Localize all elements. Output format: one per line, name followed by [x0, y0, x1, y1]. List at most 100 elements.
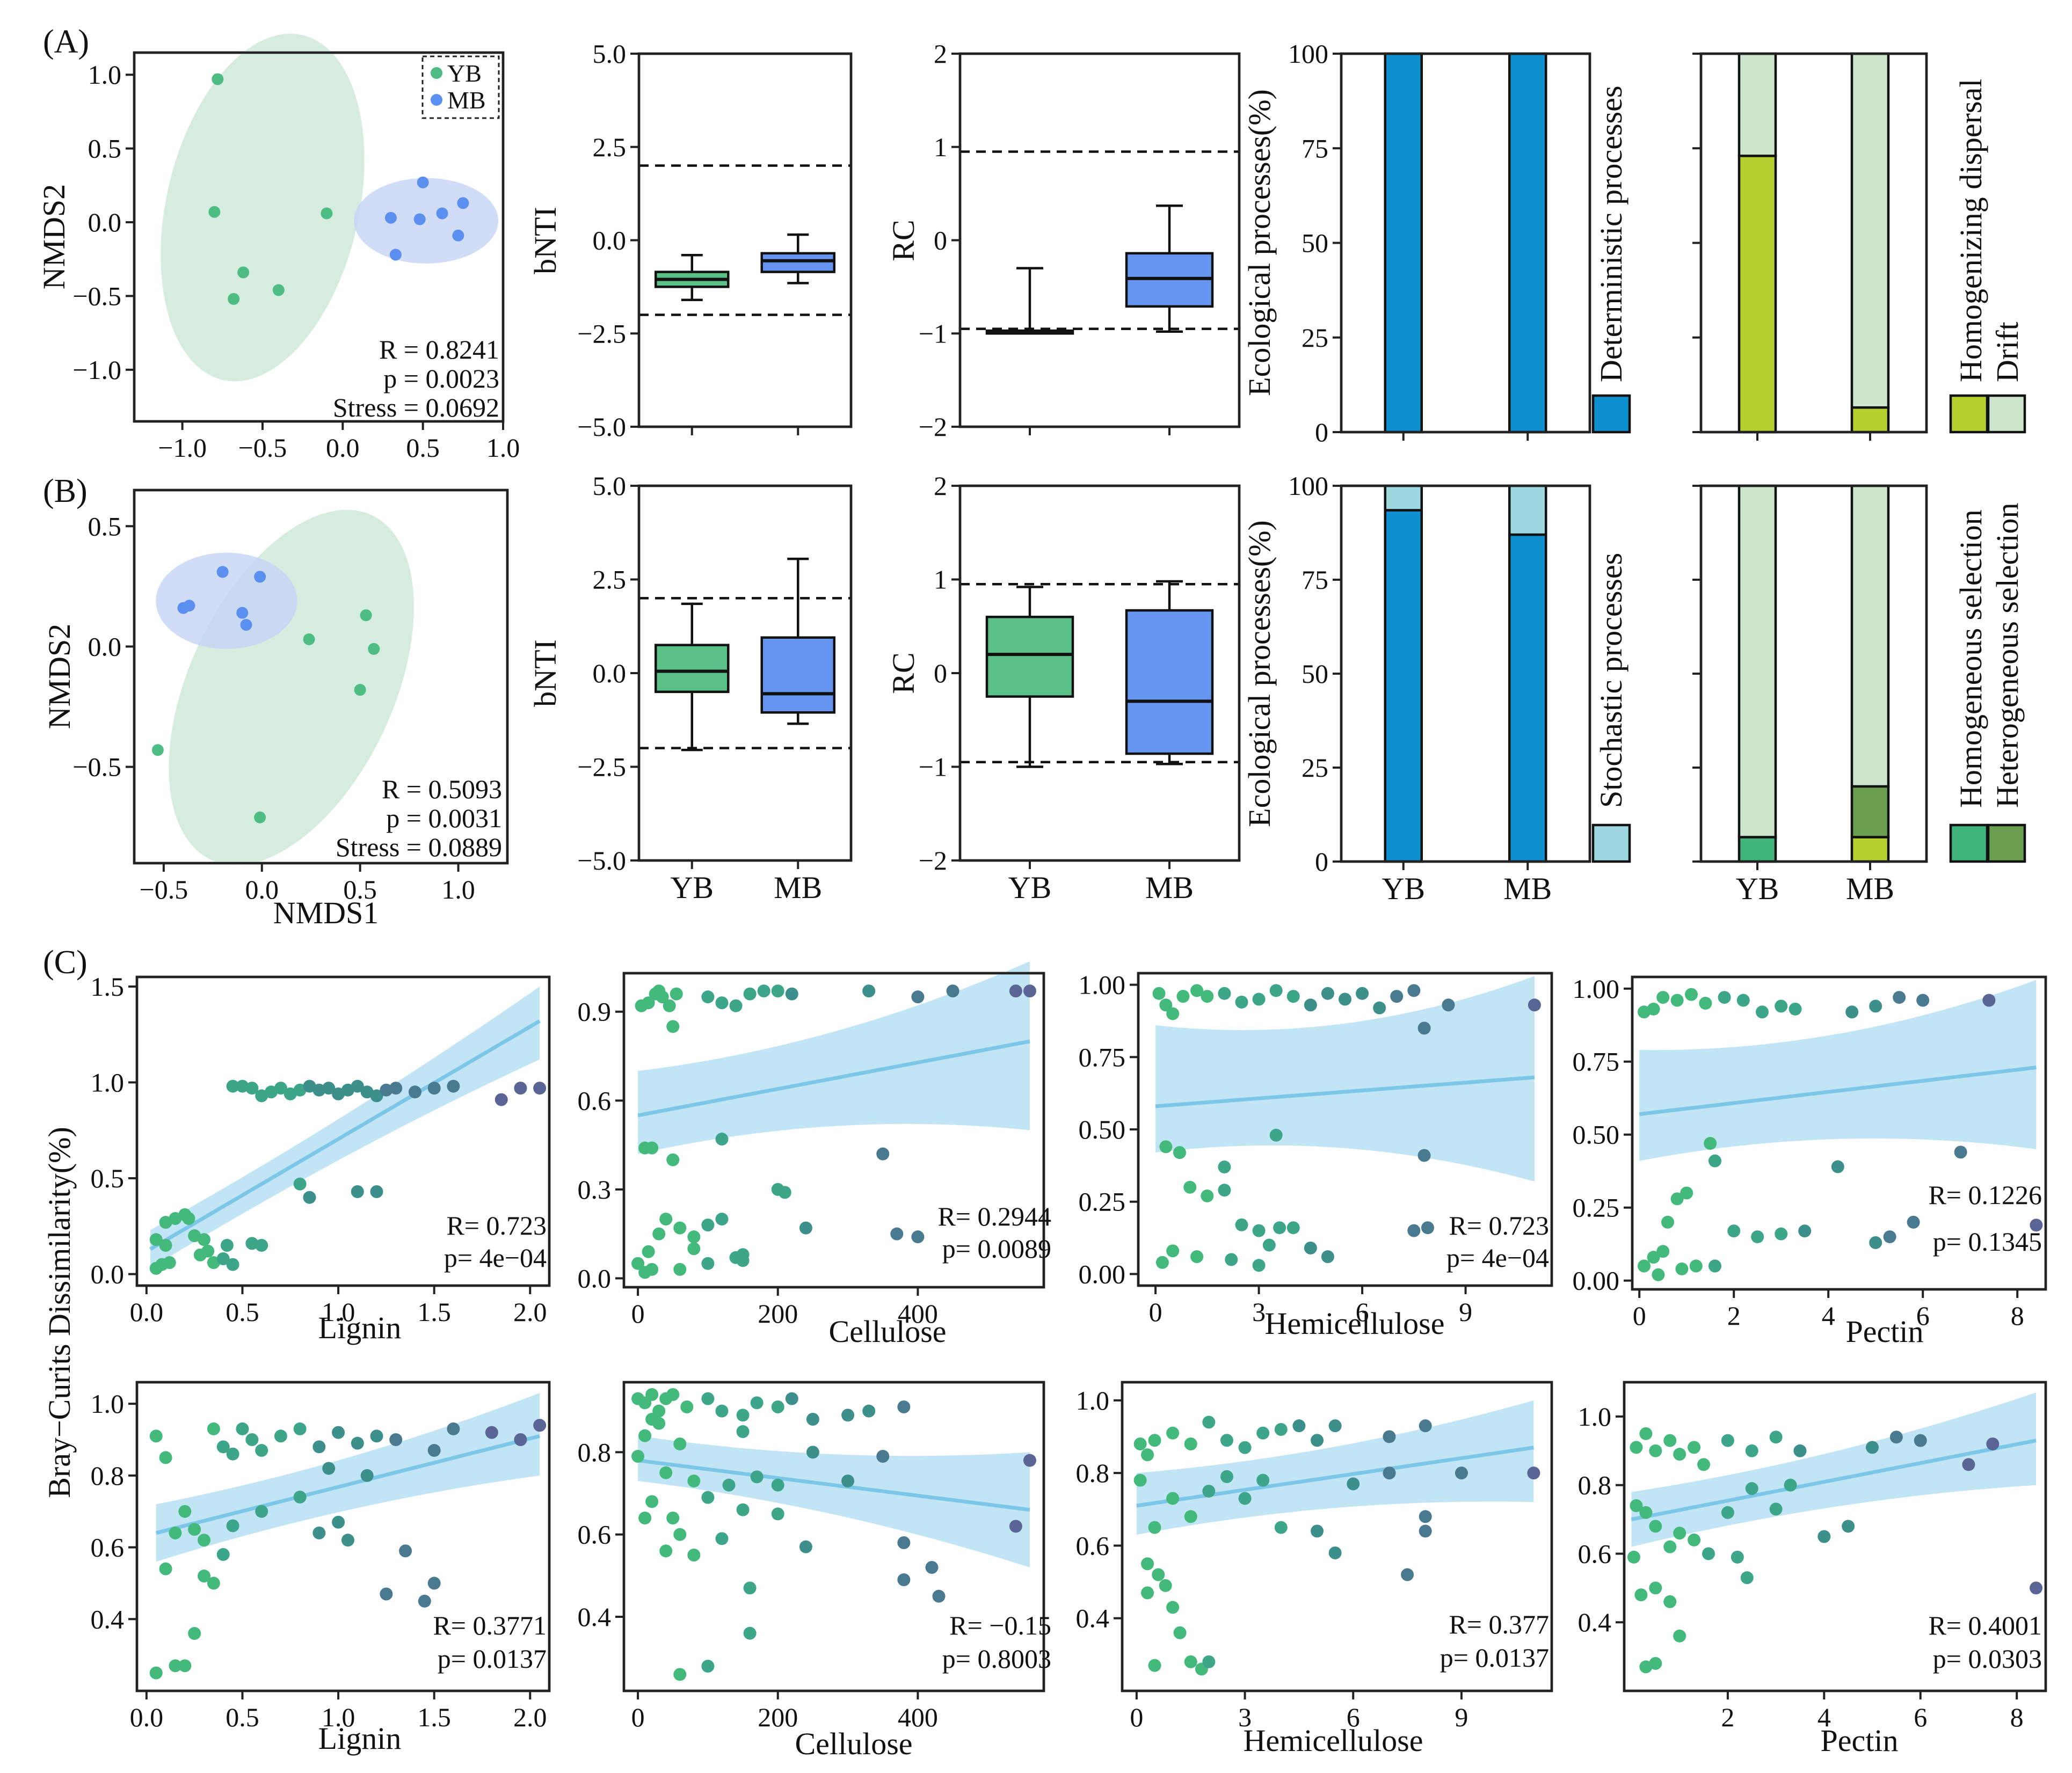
C-row1-cellulose-ytick-label: 0.6	[578, 1085, 612, 1115]
c1-pectin-p: p= 0.1345	[1933, 1227, 2042, 1257]
C-row1-hemicellulose-point	[1225, 1253, 1238, 1266]
C-row1-pectin-point	[1831, 1160, 1844, 1173]
B-proc1-bar-mb-deterministic-processes	[1508, 533, 1547, 863]
C-row2-cellulose-point	[897, 1400, 911, 1413]
C-row2-cellulose-point	[673, 1528, 687, 1541]
C-row1-pectin-point	[1647, 1251, 1660, 1264]
A-bnti-ytick-label: −2.5	[577, 318, 626, 348]
A-nmds-point-yb	[321, 207, 333, 220]
C-row2-hemicellulose-confidence-band	[1136, 1400, 1534, 1535]
c-shared-ylabel: Bray−Curits Dissimilarity(%)	[42, 1127, 77, 1498]
A-nmds-xtick-label: 1.0	[486, 433, 520, 463]
C-row2-pectin-point	[1784, 1478, 1797, 1492]
a-nmds-p: p = 0.0023	[383, 363, 499, 393]
C-row1-lignin-ytick-label: 0.5	[91, 1163, 125, 1193]
B-proc1-category-label: YB	[1382, 871, 1425, 906]
C-row2-hemicellulose-point	[1455, 1466, 1468, 1480]
C-row1-lignin-point	[370, 1089, 383, 1103]
C-row2-lignin-point	[188, 1523, 201, 1536]
legend-heterogeneous-selection-label: Heterogeneous selection	[1990, 502, 2025, 808]
C-row2-lignin-point	[351, 1436, 364, 1450]
C-row2-lignin-point	[255, 1505, 268, 1518]
C-row1-pectin-point	[1709, 1259, 1721, 1273]
C-row2-cellulose-ytick-label: 0.4	[578, 1602, 612, 1632]
A-nmds-xtick-label: 0.0	[326, 433, 360, 463]
C-row2-pectin-point	[1630, 1499, 1643, 1512]
C-row2-lignin-ytick-label: 1.0	[91, 1389, 125, 1419]
B-proc2-category-label: MB	[1846, 871, 1894, 906]
C-row2-lignin-point	[274, 1429, 287, 1443]
B-nmds-point-yb	[368, 643, 380, 655]
C-row2-pectin-point	[1649, 1657, 1662, 1670]
C-row2-hemicellulose-point	[1238, 1492, 1252, 1505]
C-row2-hemicellulose-point	[1401, 1568, 1414, 1581]
B-nmds-point-yb	[303, 633, 315, 645]
legend-stochastic-label: Stochastic processes	[1594, 553, 1628, 808]
C-row1-lignin-point	[351, 1185, 364, 1198]
c1-lignin-p: p= 4e−04	[444, 1243, 547, 1273]
C-row2-hemicellulose-point	[1527, 1466, 1540, 1480]
C-row2-hemicellulose-point	[1419, 1419, 1432, 1433]
C-row2-hemicellulose-point	[1419, 1510, 1432, 1523]
C-row1-hemicellulose-point	[1269, 984, 1283, 997]
C-row2-lignin-point	[293, 1422, 307, 1435]
C-row2-pectin-point	[1688, 1441, 1701, 1454]
C-row1-pectin-xtick-label: 4	[1822, 1301, 1835, 1331]
C-row1-cellulose-fit-line	[637, 1039, 1030, 1118]
C-row2-hemicellulose-point	[1311, 1524, 1324, 1538]
A-proc2-bar-mb-drift	[1850, 52, 1890, 409]
A-nmds-point-yb	[272, 284, 285, 296]
C-row2-cellulose-point	[841, 1409, 855, 1422]
A-nmds-ellipse-mb	[354, 178, 499, 264]
C-row1-hemicellulose-point	[1152, 987, 1166, 1000]
C-row2-pectin-ytick-label: 0.6	[1578, 1538, 1612, 1568]
C-row2-lignin-point	[360, 1469, 374, 1482]
C-row2-pectin-ytick-label: 0.8	[1578, 1470, 1612, 1500]
c2-cellulose-r: R= −0.15	[949, 1610, 1051, 1640]
C-row2-lignin-point	[312, 1526, 326, 1539]
C-row1-pectin-point	[1869, 999, 1882, 1013]
C-row2-cellulose-point	[666, 1512, 680, 1524]
b-bnti-boxplot: −5.0 −2.5 0.0 2.5 5.0 YB MB bNTI	[528, 471, 853, 905]
C-row2-cellulose-point	[715, 1532, 729, 1545]
C-row1-lignin-confidence-band	[150, 986, 540, 1268]
C-row1-hemicellulose-ytick-label: 0.00	[1079, 1259, 1126, 1289]
b-nmds-p: p = 0.0031	[386, 803, 502, 833]
C-row1-hemicellulose-point	[1218, 987, 1231, 1000]
C-row2-hemicellulose-point	[1328, 1419, 1342, 1433]
C-row1-cellulose-point	[1009, 984, 1022, 998]
C-row1-lignin-point	[408, 1085, 421, 1099]
C-row1-pectin-point	[1907, 1215, 1920, 1229]
C-row2-lignin-point	[332, 1515, 345, 1529]
C-row1-lignin-point	[245, 1082, 259, 1095]
C-row2-cellulose-point	[631, 1450, 645, 1463]
C-row1-pectin-point	[1656, 1245, 1670, 1258]
C-row1-hemicellulose-point	[1166, 1244, 1180, 1258]
C-row1-lignin-point	[533, 1082, 547, 1095]
C-row2-cellulose-point	[673, 1668, 687, 1681]
c1-hemicellulose-r: R= 0.723	[1449, 1210, 1549, 1241]
C-row2-pectin-point	[1649, 1444, 1662, 1457]
C-row2-cellulose-point	[771, 1507, 784, 1521]
C-row1-hemicellulose-point	[1183, 1180, 1197, 1194]
C-row2-lignin-point	[399, 1544, 412, 1558]
C-row1-hemicellulose-point	[1218, 1184, 1231, 1197]
C-row1-pectin-ytick-label: 0.25	[1573, 1193, 1620, 1223]
C-row2-hemicellulose-point	[1220, 1434, 1233, 1447]
B-rc-box-mb	[1125, 609, 1214, 755]
C-row2-lignin-point	[178, 1659, 192, 1673]
C-row1-cellulose-xtick-label: 400	[898, 1298, 938, 1329]
C-row1-pectin-point	[1675, 1262, 1689, 1275]
C-row1-cellulose-point	[645, 1263, 659, 1276]
c2-pectin-p: p= 0.0303	[1933, 1644, 2042, 1674]
c-hemicellulose-bottom-scatter: 0 3 6 9 0.4 0.6 0.8 1.0 R= 0.377 p= 0.0137 Hemi…	[1076, 1381, 1553, 1758]
C-row2-lignin-point	[216, 1548, 230, 1561]
C-row1-hemicellulose-point	[1273, 1221, 1286, 1235]
a-bnti-ylabel: bNTI	[528, 207, 563, 274]
C-row2-lignin-ytick-label: 0.6	[91, 1533, 125, 1563]
c1-pectin-xlabel: Pectin	[1846, 1314, 1924, 1349]
C-row2-pectin-point	[1663, 1595, 1677, 1608]
C-row1-cellulose-point	[715, 996, 729, 1010]
A-rc-ytick-label: 2	[934, 39, 947, 69]
